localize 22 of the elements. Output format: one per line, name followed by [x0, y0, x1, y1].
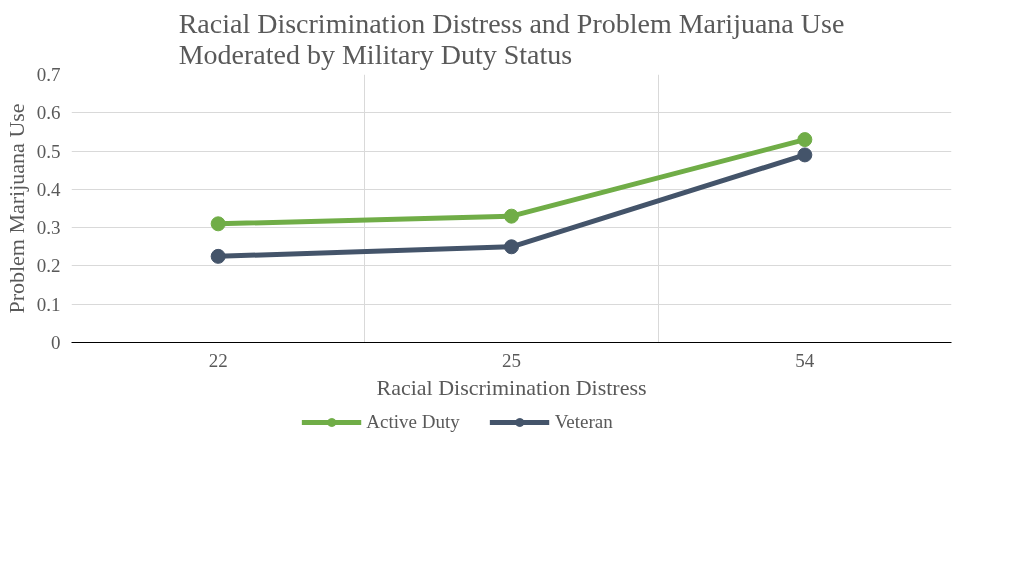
x-axis-title: Racial Discrimination Distress [376, 374, 647, 400]
point [797, 147, 813, 163]
x-tick-label: 54 [795, 349, 815, 371]
x-tick-label: 25 [502, 349, 521, 371]
y-tick-label: 0.7 [36, 64, 61, 85]
y-tick-label: 0.4 [36, 178, 61, 200]
point [504, 208, 519, 224]
legend-label: Active Duty [366, 411, 460, 433]
point [210, 216, 226, 232]
y-tick-label: 0 [51, 332, 61, 353]
x-tick-label: 22 [208, 349, 228, 371]
y-axis-title: Problem Marijuana Use [3, 103, 29, 314]
y-tick-label: 0.1 [36, 293, 61, 315]
chart-title: Racial Discrimination Distress and Problem Marijuana Use Moderated by Military Duty Status [178, 7, 845, 70]
point [210, 248, 226, 264]
y-tick-label: 0.2 [36, 255, 61, 277]
y-tick-label: 0.5 [36, 140, 61, 162]
legend-label: Veteran [554, 411, 613, 433]
point [797, 132, 813, 148]
y-tick-label: 0.3 [36, 217, 61, 239]
y-tick-label: 0.6 [36, 102, 61, 124]
point [504, 239, 519, 255]
